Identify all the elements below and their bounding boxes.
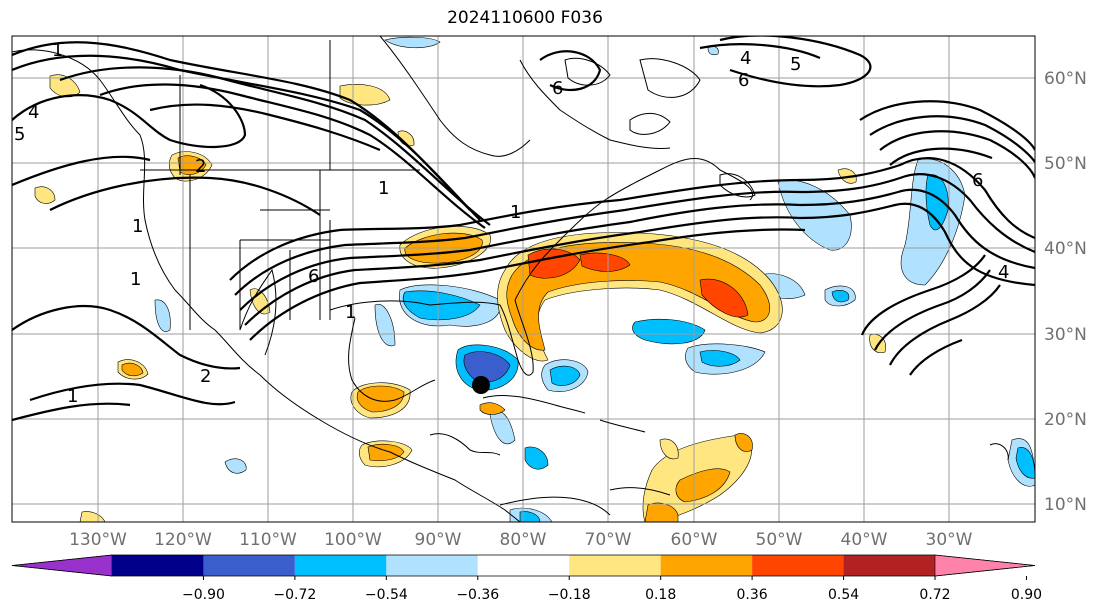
contour-label: 6 <box>972 170 983 191</box>
contour-label: 1 <box>345 302 356 323</box>
contour-label: 5 <box>14 124 25 145</box>
colorbar-tick-label: 0.72 <box>919 587 950 603</box>
colorbar-swatch <box>386 555 478 576</box>
colorbar-tick-label: −0.54 <box>365 587 408 603</box>
longitude-labels: 130°W 120°W 110°W 100°W 90°W 80°W 70°W 6… <box>69 530 973 550</box>
contour-label: 4 <box>998 262 1009 283</box>
colorbar-swatch <box>569 555 661 576</box>
contour-label: 1 <box>67 386 78 407</box>
colorbar-tick-label: 0.36 <box>737 587 768 603</box>
anomaly-fill-layer <box>34 36 1035 522</box>
lat-label: 40°N <box>1044 239 1087 259</box>
colorbar-swatch <box>112 555 204 576</box>
contour-label: 1 <box>130 269 141 290</box>
contour-label: 1 <box>510 202 521 223</box>
coastlines <box>12 36 1009 522</box>
contour-label: 1 <box>132 216 143 237</box>
contour-label: 5 <box>790 54 801 75</box>
map-plot-area: 1 4 5 2 1 1 1 1 1 2 1 5 4 6 6 6 6 4 <box>12 36 1035 522</box>
colorbar-extend-high <box>934 554 1036 577</box>
colorbar-outline <box>11 554 1036 577</box>
contour-label: 1 <box>378 178 389 199</box>
map-frame <box>11 35 1036 523</box>
lon-label: 70°W <box>585 530 632 550</box>
lon-label: 90°W <box>415 530 462 550</box>
lat-label: 20°N <box>1044 410 1087 430</box>
lon-label: 120°W <box>154 530 212 550</box>
colorbar-tick-label: 0.18 <box>645 587 676 603</box>
lat-label: 60°N <box>1044 69 1087 89</box>
latitude-labels: 60°N 50°N 40°N 30°N 20°N 10°N <box>1044 69 1087 515</box>
lon-label: 80°W <box>500 530 547 550</box>
contour-label: 4 <box>28 102 39 123</box>
contour-label: 2 <box>195 156 206 177</box>
map-title: 2024110600 F036 <box>447 8 603 28</box>
lon-label: 40°W <box>841 530 888 550</box>
lon-label: 100°W <box>324 530 382 550</box>
colorbar-tick-label: −0.90 <box>182 587 225 603</box>
contour-label: 6 <box>308 266 319 287</box>
storm-center-dot <box>472 376 490 394</box>
lat-label: 30°N <box>1044 325 1087 345</box>
lon-label: 30°W <box>926 530 973 550</box>
lon-label: 50°W <box>756 530 803 550</box>
height-contours <box>12 36 1035 422</box>
colorbar-tick-label: 0.54 <box>828 587 859 603</box>
colorbar-swatch <box>752 555 844 576</box>
contour-label: 2 <box>200 366 211 387</box>
lat-label: 10°N <box>1044 495 1087 515</box>
colorbar-tick-label: −0.36 <box>456 587 499 603</box>
contour-label-layer: 1 4 5 2 1 1 1 1 1 2 1 5 4 6 6 6 6 4 <box>14 40 1009 407</box>
colorbar-tick-label: 0.90 <box>1011 587 1042 603</box>
contour-label: 4 <box>740 48 751 69</box>
colorbar-tick-label: −0.18 <box>548 587 591 603</box>
colorbar-extend-low <box>11 554 113 577</box>
colorbar-swatch <box>294 555 387 576</box>
lon-label: 110°W <box>239 530 297 550</box>
colorbar: −0.90 −0.72 −0.54 −0.36 −0.18 0.18 0.36 0.54 0.7… <box>11 554 1042 603</box>
colorbar-tick-label: −0.72 <box>273 587 316 603</box>
contour-label: 6 <box>738 70 749 91</box>
colorbar-swatch <box>477 555 570 576</box>
colorbar-swatch <box>660 555 753 576</box>
lat-label: 50°N <box>1044 154 1087 174</box>
colorbar-swatch <box>203 555 295 576</box>
lon-label: 130°W <box>69 530 127 550</box>
colorbar-swatch <box>843 555 935 576</box>
lon-label: 60°W <box>671 530 718 550</box>
contour-label: 6 <box>552 78 563 99</box>
graticule <box>12 36 1035 522</box>
contour-label: 1 <box>52 40 63 61</box>
